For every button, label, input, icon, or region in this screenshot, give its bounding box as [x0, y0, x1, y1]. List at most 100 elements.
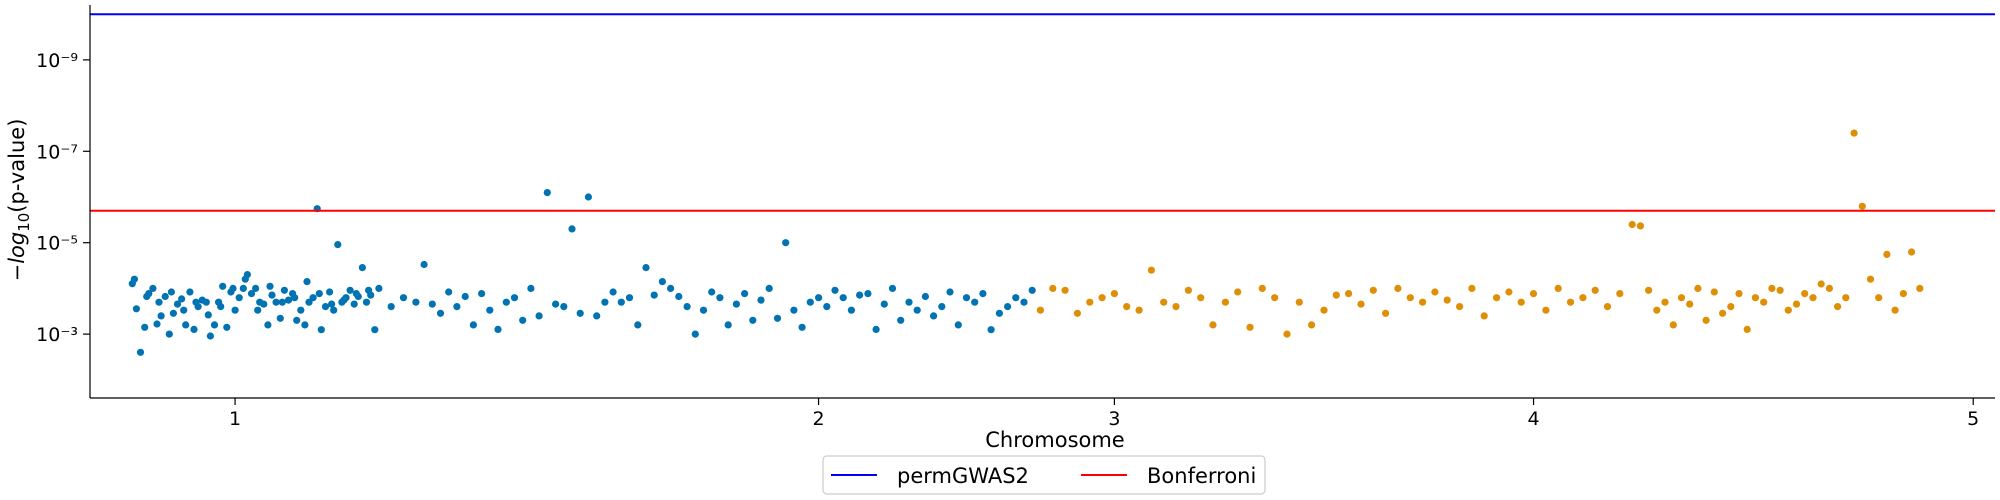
- data-point-chr2: [1431, 288, 1439, 296]
- data-point-chr1: [399, 294, 408, 302]
- data-point-chr2: [1234, 288, 1242, 296]
- data-point-chr1: [1004, 303, 1012, 311]
- data-point-chr1: [675, 292, 683, 301]
- data-point-chr1: [543, 189, 551, 197]
- data-point-chr1: [691, 330, 699, 338]
- data-point-chr1: [358, 264, 366, 272]
- data-points: [128, 129, 1924, 356]
- data-point-chr2: [1603, 303, 1612, 311]
- data-point-chr2: [1061, 286, 1069, 294]
- data-point-chr1: [847, 306, 856, 314]
- data-point-chr1: [252, 284, 260, 292]
- data-point-chr2: [1110, 290, 1118, 298]
- data-point-chr2: [1468, 284, 1476, 292]
- data-point-chr1: [169, 309, 177, 317]
- data-point-chr1: [182, 321, 190, 329]
- data-point-chr1: [297, 306, 305, 314]
- y-tick-label: 10⁻³: [36, 324, 78, 346]
- data-point-chr1: [231, 306, 239, 314]
- data-point-chr2: [1086, 298, 1094, 306]
- data-point-chr2: [1443, 296, 1451, 304]
- data-point-chr1: [757, 296, 765, 304]
- data-point-chr2: [1743, 325, 1751, 333]
- data-point-chr2: [1891, 306, 1899, 314]
- data-point-chr1: [371, 326, 379, 334]
- data-point-chr1: [601, 298, 609, 306]
- data-point-chr1: [921, 292, 930, 301]
- data-point-chr1: [782, 239, 790, 247]
- data-point-chr2: [1517, 298, 1525, 306]
- data-point-chr1: [387, 303, 395, 311]
- data-point-chr1: [888, 284, 897, 292]
- data-point-chr1: [667, 284, 675, 292]
- data-point-chr1: [350, 300, 358, 308]
- data-point-chr1: [321, 303, 330, 311]
- data-point-chr1: [210, 321, 219, 329]
- y-axis-label-sub: 10: [15, 213, 33, 232]
- data-point-chr2: [1677, 294, 1686, 302]
- data-point-chr1: [987, 326, 995, 334]
- data-point-chr1: [905, 298, 913, 306]
- legend-label-permgwas2: permGWAS2: [897, 464, 1029, 488]
- data-point-chr2: [1209, 321, 1217, 329]
- data-point-chr1: [1012, 294, 1020, 302]
- data-point-chr2: [1554, 284, 1562, 292]
- data-point-chr1: [658, 278, 667, 286]
- y-axis-ticks: 10⁻³ 10⁻⁵ 10⁻⁷ 10⁻⁹: [36, 50, 90, 346]
- data-point-chr1: [995, 309, 1004, 317]
- data-point-chr2: [1271, 294, 1279, 302]
- data-point-chr1: [130, 275, 138, 283]
- data-point-chr1: [219, 282, 227, 290]
- data-point-chr1: [864, 290, 872, 298]
- data-point-chr1: [938, 303, 946, 311]
- data-point-chr2: [1049, 284, 1057, 292]
- data-point-chr1: [280, 286, 288, 294]
- data-point-chr2: [1702, 316, 1710, 324]
- data-point-chr1: [362, 298, 371, 306]
- data-point-chr1: [155, 298, 163, 306]
- data-point-chr2: [1357, 300, 1365, 308]
- data-point-chr1: [724, 321, 732, 329]
- data-point-chr2: [1123, 303, 1131, 311]
- data-point-chr1: [634, 321, 642, 329]
- y-axis-label-prefix: −log: [5, 232, 29, 282]
- legend-box: [822, 455, 1266, 495]
- data-point-chr1: [979, 290, 987, 298]
- data-point-chr2: [1332, 291, 1340, 299]
- data-point-chr1: [186, 288, 194, 296]
- data-point-chr2: [1369, 286, 1377, 294]
- data-point-chr1: [309, 294, 317, 302]
- data-point-chr1: [161, 292, 169, 301]
- data-point-chr2: [1579, 294, 1587, 302]
- data-point-chr1: [165, 330, 173, 338]
- svg-text:−log10(p-value): −log10(p-value): [5, 119, 33, 282]
- y-axis-label: −log10(p-value): [5, 119, 33, 282]
- data-point-chr2: [1653, 306, 1661, 314]
- data-point-chr1: [625, 294, 634, 302]
- data-point-chr2: [1858, 202, 1866, 210]
- data-point-chr2: [1566, 298, 1575, 306]
- data-point-chr1: [699, 306, 708, 314]
- data-point-chr2: [1834, 303, 1842, 311]
- data-point-chr2: [1406, 294, 1414, 302]
- data-point-chr2: [1419, 298, 1427, 306]
- data-point-chr1: [315, 290, 323, 298]
- data-point-chr1: [519, 316, 527, 324]
- data-point-chr1: [412, 298, 420, 306]
- data-point-chr1: [352, 290, 360, 298]
- data-point-chr1: [650, 291, 658, 299]
- data-point-chr1: [260, 300, 268, 308]
- data-point-chr1: [642, 264, 650, 272]
- x-tick-label: 1: [229, 408, 241, 430]
- data-point-chr1: [617, 298, 625, 306]
- data-point-chr1: [428, 300, 436, 308]
- data-point-chr1: [268, 291, 276, 299]
- data-point-chr2: [1320, 306, 1328, 314]
- data-point-chr2: [1073, 309, 1081, 317]
- data-point-chr2: [1308, 321, 1316, 329]
- data-point-chr2: [1529, 290, 1538, 298]
- data-point-chr2: [1686, 300, 1694, 308]
- y-tick-label: 10⁻⁹: [36, 50, 78, 72]
- data-point-chr2: [1792, 300, 1801, 308]
- data-point-chr1: [293, 316, 301, 324]
